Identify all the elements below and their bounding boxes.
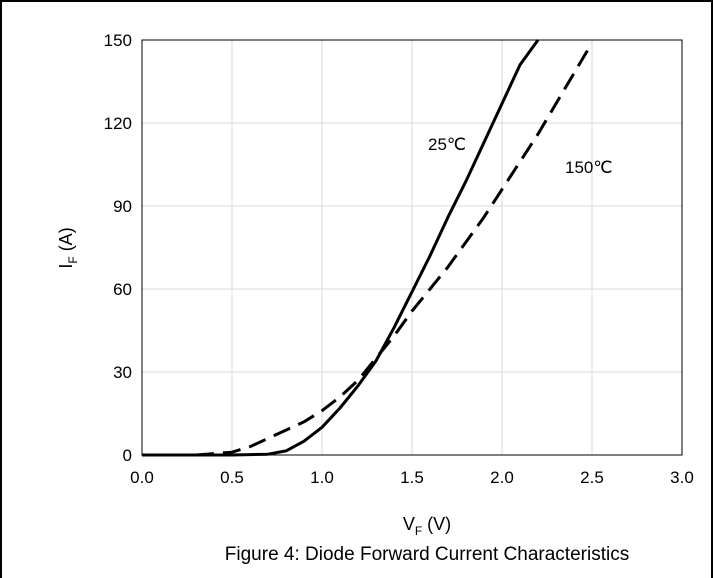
x-tick-label: 2.5	[580, 468, 604, 487]
y-tick-label: 90	[113, 197, 132, 216]
x-tick-label: 1.5	[400, 468, 424, 487]
series-label-25c: 25℃	[428, 135, 466, 154]
y-tick-label: 150	[104, 31, 132, 50]
y-axis-ticks: 0 30 60 90 120 150	[104, 31, 132, 465]
y-tick-label: 120	[104, 114, 132, 133]
y-axis-label-unit: (A)	[56, 227, 76, 256]
series-line-150c	[142, 42, 594, 457]
series-label-150c: 150℃	[565, 158, 612, 177]
x-axis-label: VF (V)	[403, 514, 451, 538]
series-line-25c	[142, 39, 540, 457]
chart-grid	[141, 39, 683, 456]
x-axis-label-main: V	[403, 514, 415, 534]
x-tick-label: 1.0	[310, 468, 334, 487]
x-tick-label: 0.5	[220, 468, 244, 487]
x-axis-label-sub: F	[415, 524, 422, 538]
x-axis-label-unit: (V)	[422, 514, 451, 534]
y-axis-label-main: I	[56, 264, 76, 269]
x-tick-label: 3.0	[670, 468, 694, 487]
x-tick-label: 2.0	[490, 468, 514, 487]
y-axis-label: IF (A)	[56, 227, 80, 268]
figure-caption: Figure 4: Diode Forward Current Characte…	[225, 544, 629, 565]
y-axis-label-sub: F	[66, 256, 80, 263]
x-axis-ticks: 0.0 0.5 1.0 1.5 2.0 2.5 3.0	[130, 468, 694, 487]
y-tick-label: 60	[113, 280, 132, 299]
plot-area-border	[141, 39, 683, 456]
y-tick-label: 0	[123, 446, 132, 465]
y-tick-label: 30	[113, 363, 132, 382]
x-tick-label: 0.0	[130, 468, 154, 487]
series-lines	[142, 39, 594, 457]
